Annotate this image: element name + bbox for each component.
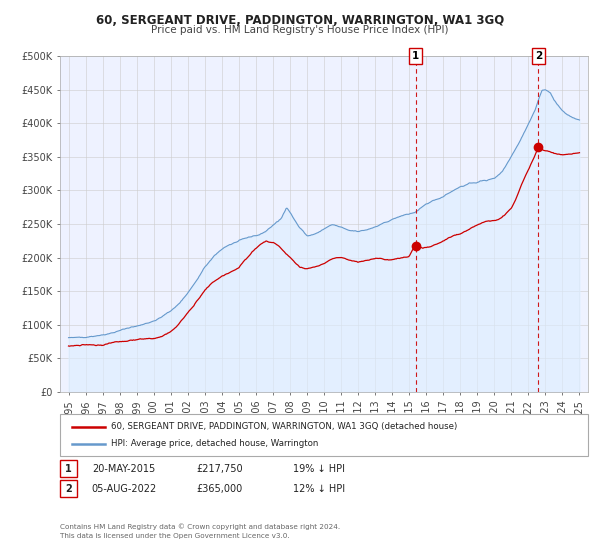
Text: 1: 1 (65, 464, 72, 474)
Text: £365,000: £365,000 (197, 484, 243, 494)
Text: Contains HM Land Registry data © Crown copyright and database right 2024.: Contains HM Land Registry data © Crown c… (60, 523, 340, 530)
Text: 2: 2 (535, 51, 542, 61)
Text: 60, SERGEANT DRIVE, PADDINGTON, WARRINGTON, WA1 3GQ: 60, SERGEANT DRIVE, PADDINGTON, WARRINGT… (96, 14, 504, 27)
Text: 12% ↓ HPI: 12% ↓ HPI (293, 484, 345, 494)
Text: Price paid vs. HM Land Registry's House Price Index (HPI): Price paid vs. HM Land Registry's House … (151, 25, 449, 35)
Text: This data is licensed under the Open Government Licence v3.0.: This data is licensed under the Open Gov… (60, 534, 290, 539)
Text: HPI: Average price, detached house, Warrington: HPI: Average price, detached house, Warr… (111, 439, 319, 449)
Text: 05-AUG-2022: 05-AUG-2022 (92, 484, 157, 494)
Text: £217,750: £217,750 (197, 464, 244, 474)
Text: 19% ↓ HPI: 19% ↓ HPI (293, 464, 345, 474)
Text: 60, SERGEANT DRIVE, PADDINGTON, WARRINGTON, WA1 3GQ (detached house): 60, SERGEANT DRIVE, PADDINGTON, WARRINGT… (111, 422, 457, 432)
Text: 2: 2 (65, 484, 72, 494)
Text: 20-MAY-2015: 20-MAY-2015 (92, 464, 155, 474)
Text: 1: 1 (412, 51, 419, 61)
